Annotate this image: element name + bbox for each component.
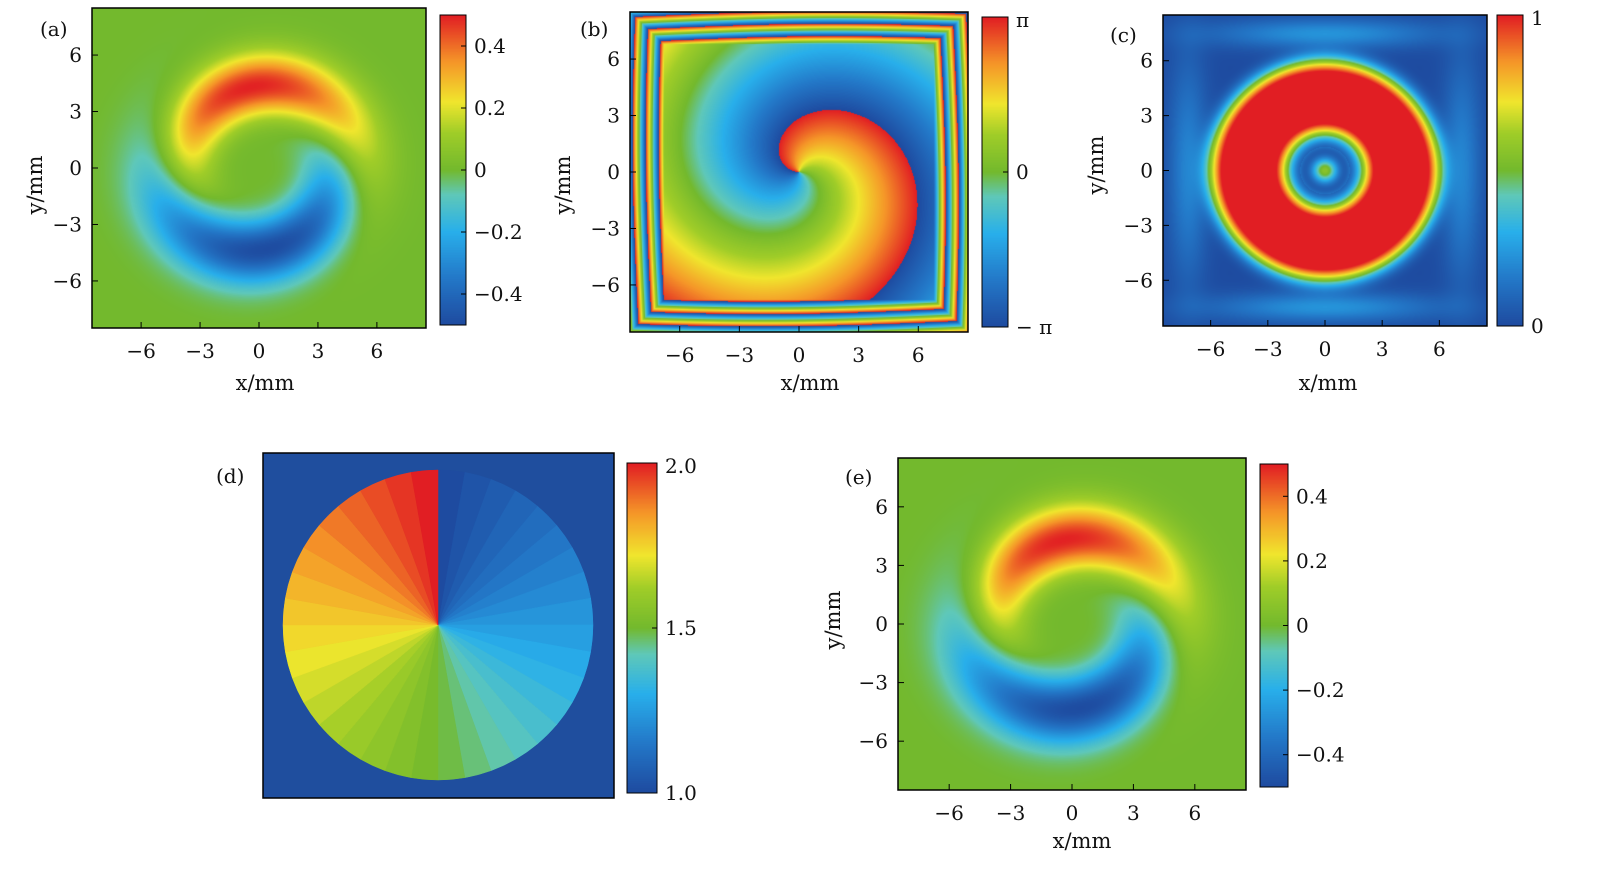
x-tick-label: −3 (1253, 337, 1282, 361)
y-tick-label: 3 (69, 100, 82, 124)
x-tick-label: −6 (934, 801, 963, 825)
panel-a: (a) −6 −3 0 3 6 6 3 0 −3 −6 x/mm y/mm 0.4 0.2 0 −0.2… (23, 7, 523, 395)
panel-label-e: (e) (845, 465, 872, 489)
x-tick-label: 3 (1376, 337, 1389, 361)
x-tick-label: −6 (1196, 337, 1225, 361)
colorbar-tick-label: −0.2 (474, 220, 523, 244)
heatmap-e (898, 458, 1246, 790)
x-axis-label-a: x/mm (236, 371, 295, 395)
colorbar-tick-label: π (1016, 8, 1029, 32)
panel-b: (b) −6 −3 0 3 6 6 3 0 −3 −6 x/mm y/mm π 0 − π (551, 8, 1052, 395)
x-tick-label: 6 (1188, 801, 1201, 825)
x-tick-label: −3 (996, 801, 1025, 825)
y-tick-label: 0 (69, 156, 82, 180)
y-tick-label: 3 (875, 553, 888, 577)
x-axis-label-b: x/mm (781, 371, 840, 395)
y-axis-label-a: y/mm (23, 156, 47, 216)
colorbar-tick-label: 0.4 (1296, 484, 1328, 508)
y-tick-label: 6 (875, 495, 888, 519)
colorbar-tick-label: 2.0 (665, 454, 697, 478)
y-tick-label: 3 (607, 104, 620, 128)
y-tick-label: −3 (591, 216, 620, 240)
colorbar-tick-label: 1 (1531, 6, 1544, 30)
y-tick-label: −6 (859, 729, 888, 753)
x-tick-label: 0 (793, 343, 806, 367)
colorbar-tick-label: 0 (474, 158, 487, 182)
y-tick-label: 0 (607, 160, 620, 184)
heatmap-c (1163, 15, 1487, 326)
panel-label-d: (d) (216, 464, 244, 488)
y-tick-label: −6 (53, 269, 82, 293)
x-tick-label: 6 (1433, 337, 1446, 361)
panel-label-c: (c) (1110, 23, 1137, 47)
y-axis-label-e: y/mm (821, 591, 845, 651)
colorbar-tick-label: −0.4 (474, 282, 523, 306)
y-tick-label: 0 (1140, 159, 1153, 183)
pie-sectors-d (282, 469, 594, 781)
x-tick-label: 6 (371, 339, 384, 363)
colorbar-tick-label: 0.2 (474, 96, 506, 120)
x-tick-label: 0 (253, 339, 266, 363)
y-tick-label: −3 (1124, 213, 1153, 237)
x-axis-label-e: x/mm (1053, 829, 1112, 853)
y-tick-label: 0 (875, 612, 888, 636)
y-tick-label: −6 (1124, 268, 1153, 292)
colorbar-tick-label: 0 (1016, 160, 1029, 184)
y-tick-label: 6 (1140, 49, 1153, 73)
colorbar-tick-label: 1.0 (665, 781, 697, 805)
panel-c: (c) −6 −3 0 3 6 6 3 0 −3 −6 x/mm y/mm 1 0 (1084, 6, 1544, 395)
colorbar-tick-label: 1.5 (665, 616, 697, 640)
x-tick-label: 0 (1066, 801, 1079, 825)
y-axis-label-c: y/mm (1084, 136, 1108, 196)
pie-sector (410, 469, 439, 626)
colorbar-tick-label: − π (1016, 315, 1052, 339)
y-tick-label: −6 (591, 273, 620, 297)
colorbar-tick-label: 0.4 (474, 34, 506, 58)
x-tick-label: 3 (852, 343, 865, 367)
x-tick-label: 6 (912, 343, 925, 367)
panel-label-a: (a) (40, 17, 68, 41)
colorbar-tick-label: −0.2 (1296, 678, 1345, 702)
panel-e: (e) −6 −3 0 3 6 6 3 0 −3 −6 x/mm y/mm 0.4 0.2 0 −0.2… (821, 457, 1345, 853)
y-axis-label-b: y/mm (551, 156, 575, 216)
x-tick-label: 0 (1319, 337, 1332, 361)
colorbar-tick-label: 0 (1531, 314, 1544, 338)
x-tick-label: −3 (725, 343, 754, 367)
colorbar-c (1497, 15, 1523, 326)
colorbar-tick-label: 0 (1296, 614, 1309, 638)
heatmap-a (92, 8, 426, 328)
x-axis-label-c: x/mm (1299, 371, 1358, 395)
x-tick-label: −6 (665, 343, 694, 367)
y-tick-label: 6 (607, 47, 620, 71)
y-tick-label: −3 (53, 212, 82, 236)
panel-d: (d) 2.0 1.5 1.0 (216, 452, 697, 805)
y-tick-label: 6 (69, 43, 82, 67)
panel-label-b: (b) (580, 17, 608, 41)
colorbar-tick-label: −0.4 (1296, 743, 1345, 767)
x-tick-label: 3 (312, 339, 325, 363)
heatmap-b (630, 12, 968, 332)
colorbar-tick-label: 0.2 (1296, 549, 1328, 573)
x-tick-label: 3 (1127, 801, 1140, 825)
y-tick-label: 3 (1140, 104, 1153, 128)
x-tick-label: −6 (126, 339, 155, 363)
y-tick-label: −3 (859, 671, 888, 695)
x-tick-label: −3 (185, 339, 214, 363)
